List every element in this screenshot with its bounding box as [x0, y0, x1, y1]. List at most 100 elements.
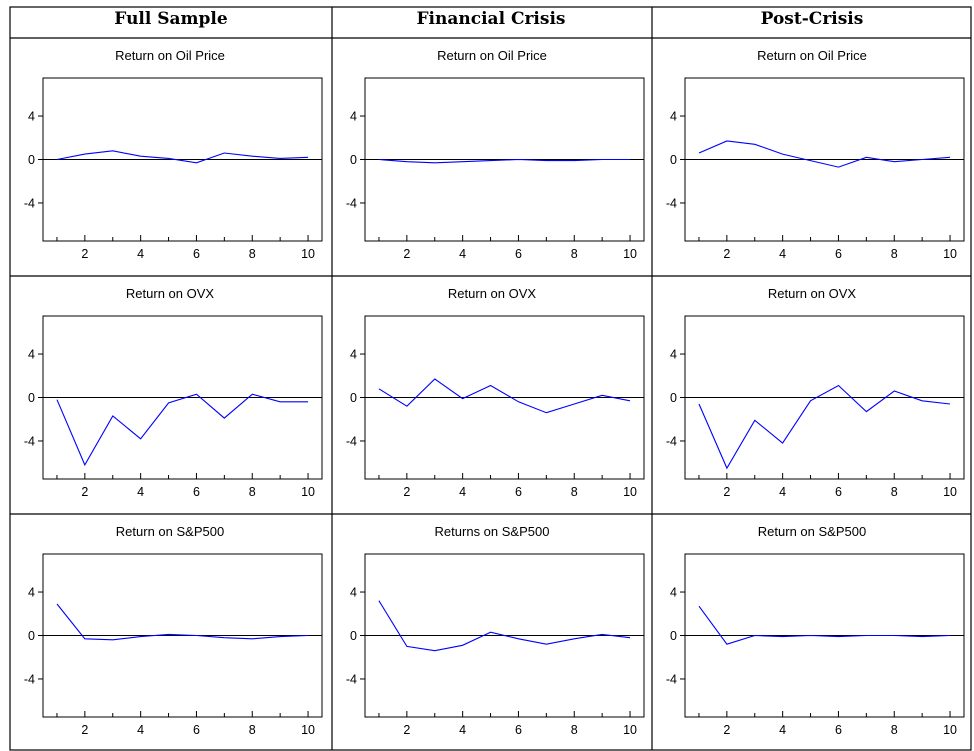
column-header-full-sample: Full Sample	[114, 9, 228, 29]
chart-panel: Return on OVX 4 0 -4 2 4 6 8 10	[346, 286, 645, 499]
x-tick-label: 2	[81, 485, 88, 499]
x-tick-label: 4	[137, 247, 144, 261]
panel-title: Return on OVX	[768, 286, 856, 301]
x-tick-label: 10	[623, 247, 637, 261]
chart-panel: Return on Oil Price 4 0 -4 2 4 6 8 10	[666, 48, 965, 261]
x-tick-label: 8	[891, 485, 898, 499]
x-tick-label: 10	[301, 723, 315, 737]
x-tick-label: 4	[459, 247, 466, 261]
y-tick-label: 4	[350, 586, 357, 600]
x-tick-label: 6	[515, 485, 522, 499]
x-tick-label: 4	[459, 485, 466, 499]
chart-panel: Return on OVX 4 0 -4 2 4 6 8 10	[666, 286, 965, 499]
y-tick-label: 0	[670, 153, 677, 167]
x-tick-label: 8	[891, 247, 898, 261]
y-tick-label: 0	[670, 629, 677, 643]
x-tick-label: 8	[891, 723, 898, 737]
x-tick-label: 10	[943, 485, 957, 499]
y-tick-label: -4	[24, 434, 35, 448]
y-tick-label: 0	[28, 629, 35, 643]
x-tick-label: 10	[943, 247, 957, 261]
column-header-post-crisis: Post-Crisis	[761, 9, 864, 29]
y-tick-label: -4	[24, 196, 35, 210]
y-tick-label: 4	[670, 348, 677, 362]
panel-title: Return on Oil Price	[437, 48, 547, 63]
y-tick-label: 0	[28, 391, 35, 405]
y-tick-label: 4	[28, 348, 35, 362]
y-tick-label: -4	[666, 434, 677, 448]
x-tick-label: 4	[137, 723, 144, 737]
x-tick-label: 4	[779, 485, 786, 499]
series-line	[698, 384, 951, 470]
x-tick-label: 2	[403, 485, 410, 499]
x-tick-label: 4	[779, 723, 786, 737]
series-line	[56, 393, 309, 467]
panel-title: Return on S&P500	[758, 524, 866, 539]
series-line	[378, 378, 631, 414]
x-tick-label: 6	[835, 723, 842, 737]
x-tick-label: 10	[301, 485, 315, 499]
y-tick-label: -4	[346, 434, 357, 448]
series-line	[56, 603, 309, 641]
x-tick-label: 6	[835, 485, 842, 499]
y-tick-label: 4	[670, 110, 677, 124]
x-tick-label: 6	[193, 247, 200, 261]
chart-panel: Return on OVX 4 0 -4 2 4 6 8 10	[24, 286, 323, 499]
table-outline	[9, 6, 972, 751]
series-line	[698, 140, 951, 168]
y-tick-label: 4	[350, 110, 357, 124]
x-tick-label: 10	[623, 723, 637, 737]
panel-title: Return on OVX	[448, 286, 536, 301]
x-tick-label: 10	[623, 485, 637, 499]
panel-title: Return on S&P500	[116, 524, 224, 539]
x-tick-label: 2	[723, 485, 730, 499]
x-tick-label: 8	[249, 247, 256, 261]
y-tick-label: 0	[670, 391, 677, 405]
series-line	[698, 605, 951, 645]
x-tick-label: 2	[403, 723, 410, 737]
y-tick-label: -4	[24, 672, 35, 686]
panel-title: Return on Oil Price	[115, 48, 225, 63]
y-tick-label: 4	[28, 110, 35, 124]
x-tick-label: 10	[301, 247, 315, 261]
x-tick-label: 6	[515, 247, 522, 261]
series-line	[378, 600, 631, 652]
x-tick-label: 6	[193, 723, 200, 737]
y-tick-label: 4	[28, 586, 35, 600]
y-tick-label: -4	[346, 672, 357, 686]
panel-title: Return on OVX	[126, 286, 214, 301]
x-tick-label: 2	[723, 723, 730, 737]
x-tick-label: 10	[943, 723, 957, 737]
y-tick-label: 0	[350, 391, 357, 405]
x-tick-label: 4	[137, 485, 144, 499]
x-tick-label: 4	[459, 723, 466, 737]
x-tick-label: 6	[835, 247, 842, 261]
x-tick-label: 6	[515, 723, 522, 737]
table-borders	[9, 6, 972, 751]
y-tick-label: 4	[670, 586, 677, 600]
x-tick-label: 2	[403, 247, 410, 261]
y-tick-label: 0	[350, 153, 357, 167]
x-tick-label: 8	[571, 247, 578, 261]
x-tick-label: 2	[723, 247, 730, 261]
y-tick-label: -4	[346, 196, 357, 210]
y-tick-label: -4	[666, 672, 677, 686]
chart-panel: Return on Oil Price 4 0 -4 2 4 6 8 10	[346, 48, 645, 261]
x-tick-label: 8	[571, 723, 578, 737]
x-tick-label: 4	[779, 247, 786, 261]
chart-panel: Return on S&P500 4 0 -4 2 4 6 8 10	[666, 524, 965, 737]
y-tick-label: 0	[350, 629, 357, 643]
chart-panel: Returns on S&P500 4 0 -4 2 4 6 8 10	[346, 524, 645, 737]
x-tick-label: 2	[81, 247, 88, 261]
x-tick-label: 2	[81, 723, 88, 737]
y-tick-label: -4	[666, 196, 677, 210]
chart-panel: Return on Oil Price 4 0 -4 2 4 6 8 10	[24, 48, 323, 261]
panel-title: Returns on S&P500	[435, 524, 550, 539]
x-tick-label: 8	[249, 485, 256, 499]
x-tick-label: 8	[249, 723, 256, 737]
panel-title: Return on Oil Price	[757, 48, 867, 63]
series-line	[378, 158, 630, 164]
y-tick-label: 0	[28, 153, 35, 167]
